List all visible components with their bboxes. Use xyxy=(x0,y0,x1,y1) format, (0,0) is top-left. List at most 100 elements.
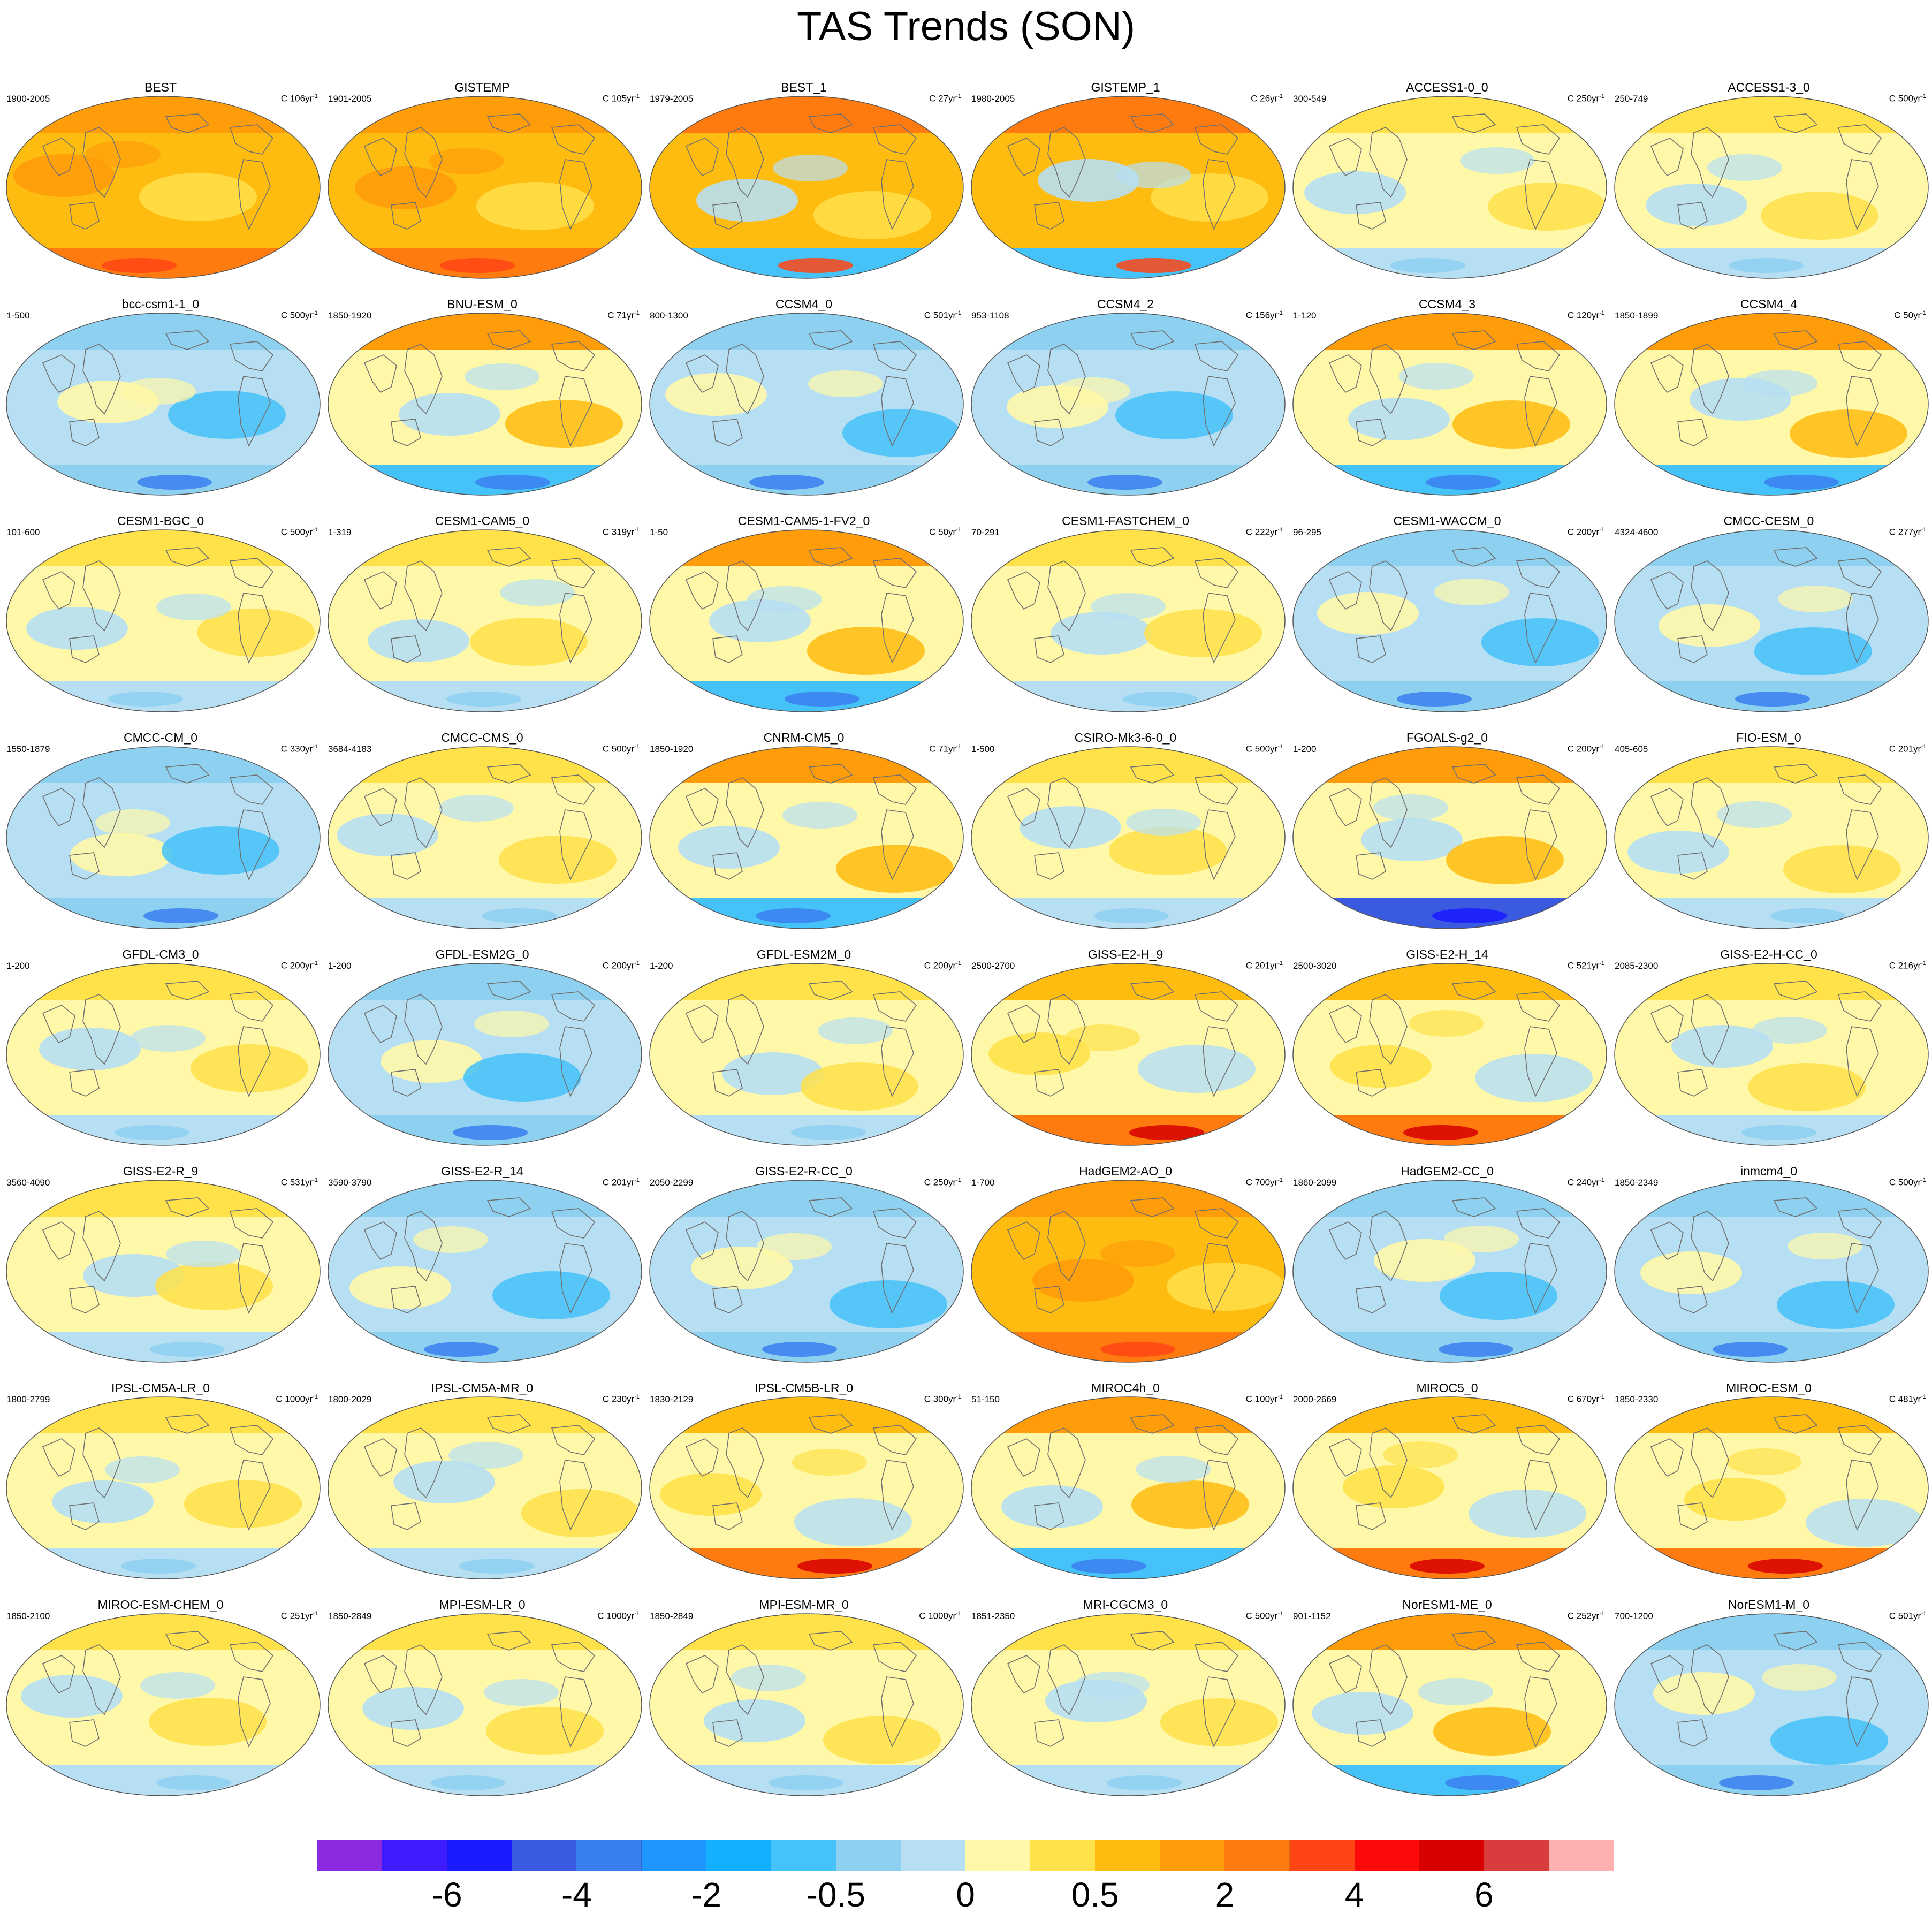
trend-map xyxy=(1614,746,1929,929)
panel-years: 51-150 xyxy=(971,1394,1000,1404)
coastline xyxy=(872,124,917,155)
panel-years: 1-200 xyxy=(328,961,352,971)
map-anomaly-patch xyxy=(773,155,848,181)
coastline xyxy=(165,547,210,567)
coastline xyxy=(1516,341,1561,371)
map-panel: BEST 1900-2005 C 106yr-1 xyxy=(0,80,321,281)
panel-title: GFDL-ESM2G_0 xyxy=(435,947,529,961)
panel-trend-units: C 500yr-1 xyxy=(1889,1175,1926,1188)
map-anomaly-patch xyxy=(1109,827,1227,875)
coastline xyxy=(1034,1502,1064,1530)
panel-trend-units: C 200yr-1 xyxy=(924,958,961,971)
colorbar-tick-label: -0.5 xyxy=(806,1875,865,1914)
panel-trend-units: C 200yr-1 xyxy=(281,958,318,971)
coastline xyxy=(229,991,274,1022)
coastline xyxy=(1677,1502,1708,1530)
map-anomaly-patch xyxy=(474,1011,549,1037)
map-extreme-patch xyxy=(1397,692,1472,707)
panel-years: 2085-2300 xyxy=(1615,961,1659,971)
coastline xyxy=(808,1414,853,1434)
map-north-band xyxy=(6,96,320,133)
coastline xyxy=(1516,124,1561,155)
map-border xyxy=(971,529,1286,712)
map-panel: IPSL-CM5B-LR_0 1830-2129 C 300yr-1 xyxy=(643,1381,964,1582)
coastline xyxy=(1369,560,1408,632)
map-panel: CCSM4_4 1850-1899 C 50yr-1 xyxy=(1608,297,1929,498)
coastline xyxy=(559,1676,592,1748)
map-border xyxy=(1292,1180,1607,1363)
coastline xyxy=(1034,1286,1064,1313)
panel-trend-units-exponent: -1 xyxy=(1277,93,1283,100)
panel-years: 1800-2029 xyxy=(328,1394,372,1404)
map-border xyxy=(649,746,964,929)
panel-trend-units-text: C 120yr xyxy=(1567,310,1600,321)
trend-map xyxy=(971,529,1286,712)
coastline xyxy=(363,1005,397,1044)
coastline xyxy=(69,852,100,880)
panel-trend-units: C 521yr-1 xyxy=(1568,958,1604,971)
map-north-band xyxy=(971,1614,1285,1650)
map-anomaly-patch xyxy=(1754,627,1872,675)
map-anomaly-patch xyxy=(1348,398,1450,440)
panel-trend-units-exponent: -1 xyxy=(1599,93,1604,100)
map-anomaly-patch xyxy=(1330,1045,1432,1088)
map-north-band xyxy=(650,96,963,133)
map-panel: CSIRO-Mk3-6-0_0 1-500 C 500yr-1 xyxy=(965,731,1286,931)
coastline xyxy=(1846,376,1879,447)
map-extreme-patch xyxy=(453,1125,528,1140)
coastline xyxy=(82,777,121,848)
map-anomaly-patch xyxy=(1151,173,1268,222)
map-panel: CESM1-CAM5_0 1-319 C 319yr-1 xyxy=(322,514,643,715)
panel-years: 1850-2349 xyxy=(1615,1178,1659,1188)
map-extreme-patch xyxy=(1770,908,1845,923)
coastline xyxy=(1650,788,1684,827)
coastline xyxy=(486,547,531,567)
coastline xyxy=(229,1642,274,1672)
map-anomaly-patch xyxy=(52,1480,154,1523)
map-border xyxy=(1614,746,1929,929)
coastline xyxy=(1691,777,1729,848)
panel-trend-units-text: C 200yr xyxy=(1567,527,1600,537)
map-border xyxy=(1292,96,1607,279)
coastline xyxy=(685,354,719,393)
map-border xyxy=(1614,963,1929,1146)
coastline xyxy=(881,1676,914,1748)
map-border xyxy=(328,1180,642,1363)
map-anomaly-patch xyxy=(1762,1664,1837,1691)
panel-trend-units-exponent: -1 xyxy=(956,310,961,316)
map-anomaly-patch xyxy=(1075,1672,1150,1698)
coastline xyxy=(1194,558,1239,588)
map-panel: ACCESS1-0_0 300-549 C 250yr-1 xyxy=(1287,80,1608,281)
map-extreme-patch xyxy=(1719,1775,1794,1790)
coastline xyxy=(404,994,443,1065)
coastline xyxy=(1691,344,1729,415)
coastline xyxy=(69,1069,100,1097)
panel-trend-units-exponent: -1 xyxy=(1277,960,1283,967)
coastline xyxy=(1516,991,1561,1022)
coastline xyxy=(1356,419,1386,446)
map-border xyxy=(1292,529,1607,712)
coastline xyxy=(1203,159,1236,230)
panel-trend-units-exponent: -1 xyxy=(1277,1394,1283,1400)
panel-trend-units: C 670yr-1 xyxy=(1568,1392,1604,1405)
map-anomaly-patch xyxy=(448,1442,523,1469)
colorbar-tick-label: 0 xyxy=(956,1875,975,1914)
panel-title: CCSM4_0 xyxy=(775,297,833,311)
map-extreme-patch xyxy=(1116,258,1191,273)
map-anomaly-patch xyxy=(1440,1272,1557,1320)
panel-trend-units-exponent: -1 xyxy=(313,93,318,100)
panel-trend-units-exponent: -1 xyxy=(1277,1611,1283,1617)
map-north-band xyxy=(1615,313,1928,350)
coastline xyxy=(165,1414,210,1434)
map-panel: ACCESS1-3_0 250-749 C 500yr-1 xyxy=(1608,80,1929,281)
panel-trend-units-exponent: -1 xyxy=(1599,743,1604,750)
coastline xyxy=(872,774,917,805)
coastline xyxy=(1356,1286,1386,1313)
panel-title: CESM1-CAM5-1-FV2_0 xyxy=(737,514,870,528)
panel-years: 1900-2005 xyxy=(6,94,50,104)
coastline xyxy=(551,1208,596,1239)
coastline xyxy=(712,1286,743,1313)
map-anomaly-patch xyxy=(1383,1441,1458,1468)
panel-title: CSIRO-Mk3-6-0_0 xyxy=(1074,731,1177,745)
map-anomaly-patch xyxy=(1418,1678,1493,1705)
